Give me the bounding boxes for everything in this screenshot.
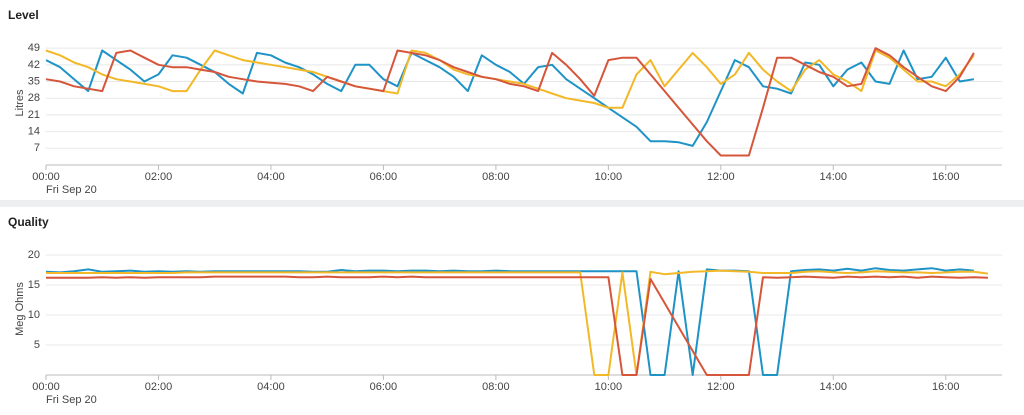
- x-tick-label: 04:00: [257, 171, 285, 183]
- panel-title: Quality: [8, 215, 49, 229]
- x-tick-label: 08:00: [482, 171, 510, 183]
- series-line: [45, 47, 975, 157]
- y-tick-label: 20: [28, 249, 40, 261]
- x-tick-label: 00:00: [32, 171, 60, 183]
- panel-separator: [0, 200, 1024, 207]
- y-tick-label: 28: [28, 92, 40, 104]
- y-tick-label: 10: [28, 309, 40, 321]
- y-tick-label: 21: [28, 109, 40, 121]
- x-tick-label: 12:00: [707, 171, 735, 183]
- series-line: [45, 49, 975, 147]
- y-tick-label: 35: [28, 75, 40, 87]
- x-tick-label: 16:00: [932, 381, 960, 393]
- x-tick-label: 14:00: [820, 171, 848, 183]
- series-line: [45, 49, 975, 109]
- panel-title: Level: [8, 8, 39, 22]
- y-tick-label: 14: [28, 126, 40, 138]
- y-tick-label: 5: [34, 339, 40, 351]
- x-tick-label: 12:00: [707, 381, 735, 393]
- series-line: [46, 269, 989, 376]
- x-tick-label: 02:00: [145, 171, 173, 183]
- x-tick-label: 04:00: [257, 381, 285, 393]
- x-tick-label: 14:00: [820, 381, 848, 393]
- x-tick-label: 16:00: [932, 171, 960, 183]
- x-tick-label: 08:00: [482, 381, 510, 393]
- x-tick-label: 06:00: [370, 171, 398, 183]
- x-tick-label: 02:00: [145, 381, 173, 393]
- series-line: [46, 275, 988, 376]
- x-tick-label: 10:00: [595, 171, 623, 183]
- x-tick-label: 00:00: [32, 381, 60, 393]
- y-axis-label: Meg Ohms: [14, 282, 26, 336]
- x-tick-label: 06:00: [370, 381, 398, 393]
- y-tick-label: 7: [34, 142, 40, 154]
- x-tick-label: 10:00: [595, 381, 623, 393]
- x-date-label: Fri Sep 20: [46, 394, 97, 406]
- x-date-label: Fri Sep 20: [46, 184, 97, 196]
- y-tick-label: 49: [28, 42, 40, 54]
- y-axis-label: Litres: [14, 89, 26, 116]
- y-tick-label: 42: [28, 59, 40, 71]
- y-tick-label: 15: [28, 279, 40, 291]
- series-line: [45, 267, 974, 376]
